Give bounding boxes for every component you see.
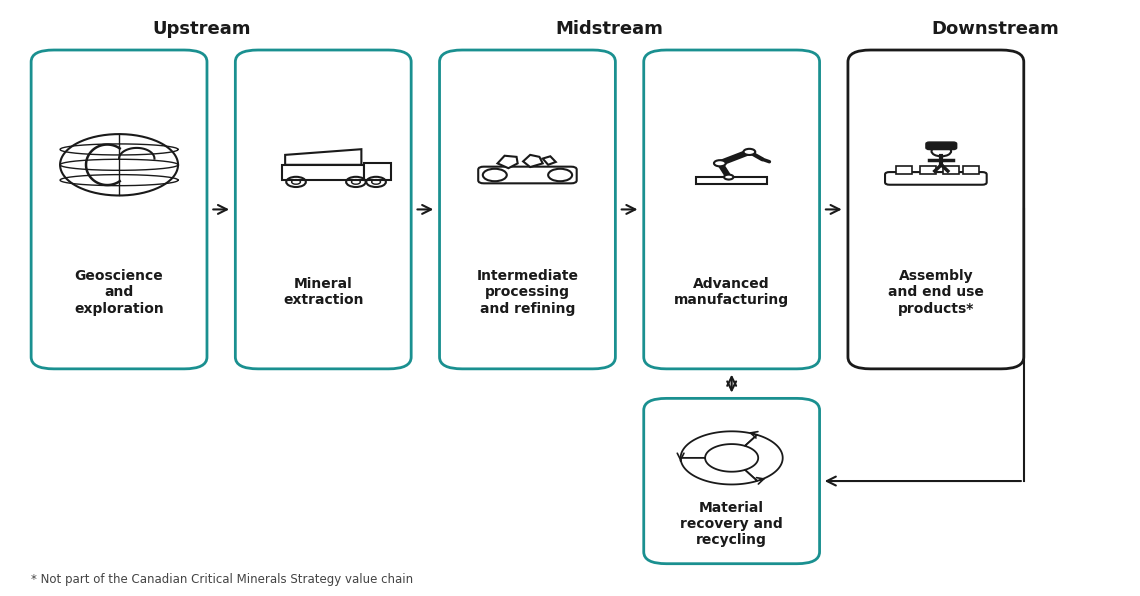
FancyBboxPatch shape [697,177,767,184]
Text: Mineral
extraction: Mineral extraction [283,277,364,308]
Text: Material
recovery and
recycling: Material recovery and recycling [681,501,783,547]
FancyBboxPatch shape [283,165,364,181]
Circle shape [724,175,733,179]
FancyBboxPatch shape [848,50,1024,369]
FancyBboxPatch shape [920,166,936,175]
FancyBboxPatch shape [478,167,577,184]
Polygon shape [543,156,556,165]
Polygon shape [285,149,361,165]
Text: Geoscience
and
exploration: Geoscience and exploration [74,269,164,315]
FancyBboxPatch shape [963,166,979,175]
Polygon shape [523,155,543,167]
Text: Intermediate
processing
and refining: Intermediate processing and refining [477,269,578,315]
FancyBboxPatch shape [926,142,956,150]
Polygon shape [681,432,757,458]
FancyBboxPatch shape [364,163,391,181]
Circle shape [743,149,756,155]
FancyBboxPatch shape [31,50,207,369]
Text: Midstream: Midstream [556,20,663,38]
Polygon shape [497,156,518,168]
Circle shape [714,160,726,166]
Circle shape [931,146,951,156]
Text: Assembly
and end use
products*: Assembly and end use products* [888,269,984,315]
Polygon shape [744,435,783,481]
FancyBboxPatch shape [644,398,820,564]
FancyBboxPatch shape [644,50,820,369]
Text: Advanced
manufacturing: Advanced manufacturing [674,277,789,308]
Text: Downstream: Downstream [931,20,1059,38]
FancyBboxPatch shape [943,166,959,175]
FancyBboxPatch shape [440,50,616,369]
Text: * Not part of the Canadian Critical Minerals Strategy value chain: * Not part of the Canadian Critical Mine… [31,573,414,586]
FancyBboxPatch shape [896,166,912,175]
FancyBboxPatch shape [235,50,412,369]
Polygon shape [681,458,757,485]
FancyBboxPatch shape [885,172,987,185]
Text: Upstream: Upstream [152,20,251,38]
